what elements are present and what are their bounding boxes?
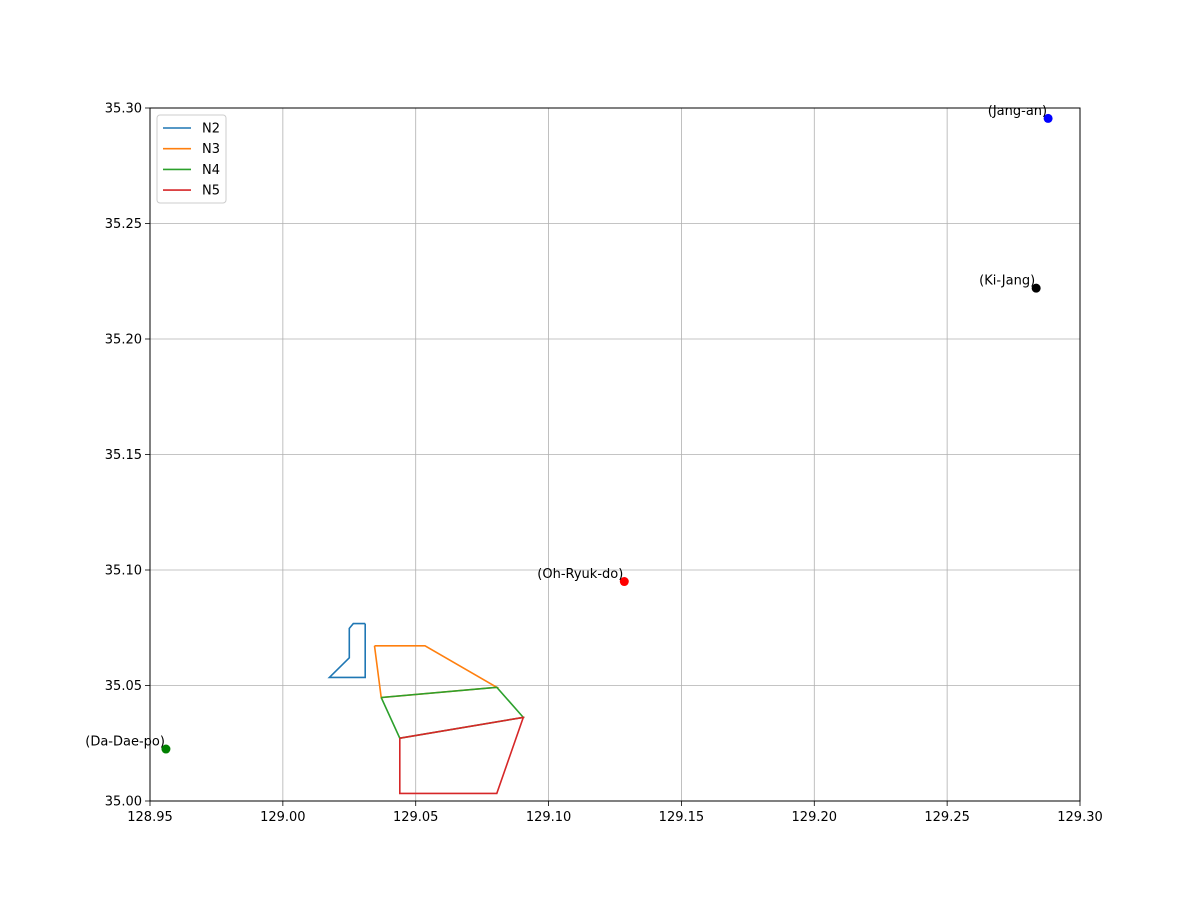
location-marker xyxy=(1031,283,1041,293)
x-tick-label: 129.05 xyxy=(393,810,439,825)
location-label: (Jang-an) xyxy=(988,104,1047,119)
series-line-n5 xyxy=(398,716,525,795)
y-tick-label: 35.10 xyxy=(105,564,142,579)
location-label: (Ki-Jang) xyxy=(979,274,1035,289)
y-tick-label: 35.00 xyxy=(105,795,142,810)
y-tick-label: 35.25 xyxy=(105,217,142,232)
x-tick-label: 129.00 xyxy=(260,810,306,825)
location-label: (Da-Dae-po) xyxy=(85,735,165,750)
legend-label: N2 xyxy=(202,122,220,137)
y-tick-label: 35.15 xyxy=(105,448,142,463)
y-tick-label: 35.30 xyxy=(105,102,142,117)
series-line-n2 xyxy=(327,622,367,679)
location-marker xyxy=(619,577,629,587)
legend-label: N3 xyxy=(202,142,220,157)
location-label: (Oh-Ryuk-do) xyxy=(537,567,623,582)
legend-box xyxy=(156,114,227,204)
y-tick-label: 35.20 xyxy=(105,333,142,348)
legend-label: N4 xyxy=(202,163,220,178)
x-tick-label: 129.25 xyxy=(924,810,970,825)
location-marker xyxy=(161,744,171,754)
x-tick-label: 128.95 xyxy=(127,810,173,825)
legend-label: N5 xyxy=(202,184,220,199)
x-tick-label: 129.30 xyxy=(1057,810,1103,825)
x-tick-label: 129.10 xyxy=(526,810,572,825)
series-lines xyxy=(327,622,525,795)
location-marker xyxy=(1043,113,1053,123)
x-tick-label: 129.15 xyxy=(659,810,705,825)
legend: N2 N3 N4 N5 xyxy=(156,114,227,204)
y-tick-label: 35.05 xyxy=(105,679,142,694)
x-tick-label: 129.20 xyxy=(792,810,838,825)
axis-ticks: 128.95 129.00 129.05 129.10 129.15 129.20 129.… xyxy=(105,102,1103,826)
